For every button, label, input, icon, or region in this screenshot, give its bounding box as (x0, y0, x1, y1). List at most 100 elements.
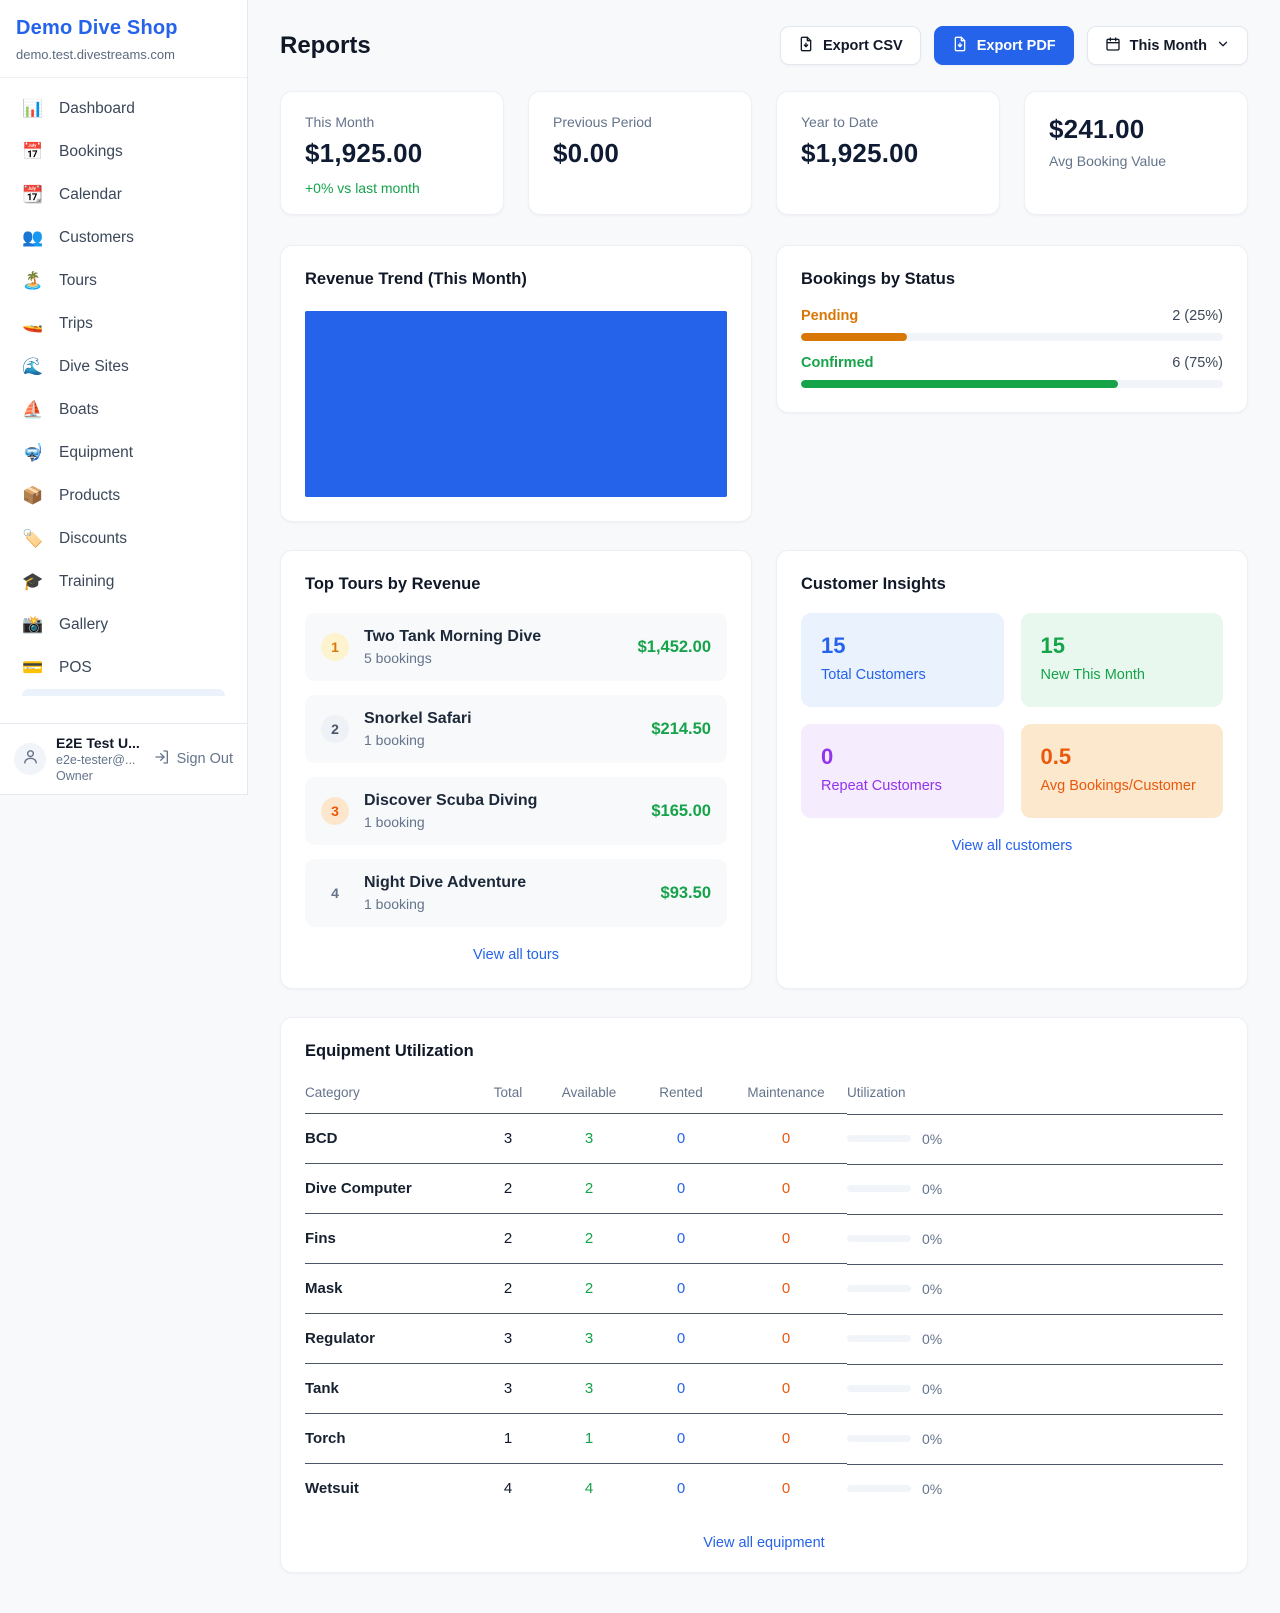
status-progress-track (801, 333, 1223, 341)
nav-item-label: Discounts (59, 529, 128, 547)
stat-label: Previous Period (553, 114, 652, 130)
sidebar-nav-item[interactable]: 📊 Dashboard (12, 87, 235, 130)
equipment-maintenance-cell: 0 (725, 1163, 847, 1213)
insight-value: 15 (1040, 633, 1065, 658)
equipment-available-cell: 1 (541, 1413, 637, 1463)
nav-item-label: Gallery (59, 615, 109, 633)
insight-value: 0.5 (1040, 744, 1072, 769)
nav-item-icon: 🌊 (22, 356, 44, 376)
sidebar-nav-item[interactable]: 🏷️ Discounts (12, 517, 235, 560)
nav-item-label: Training (59, 572, 115, 590)
sidebar-nav-item[interactable]: 💳 POS (12, 646, 235, 689)
export-csv-button[interactable]: Export CSV (779, 26, 921, 65)
utilization-progress-track (847, 1185, 911, 1192)
utilization-progress-track (847, 1485, 911, 1492)
equipment-utilization-card: Equipment Utilization Category Total Ava… (280, 1017, 1248, 1573)
sidebar: Demo Dive Shop demo.test.divestreams.com… (0, 0, 248, 795)
insight-label: New This Month (1040, 667, 1146, 683)
sidebar-nav-item[interactable]: 📸 Gallery (12, 603, 235, 646)
nav-item-icon: 📆 (22, 184, 44, 204)
bookings-by-status-card: Bookings by Status Pending 2 (25%) Confi… (776, 245, 1248, 413)
equipment-available-cell: 4 (541, 1463, 637, 1513)
file-export-icon (952, 36, 968, 56)
equipment-maintenance-cell: 0 (725, 1363, 847, 1413)
sidebar-nav-item[interactable]: 👥 Customers (12, 216, 235, 259)
insight-value: 0 (821, 744, 834, 769)
stat-value: $1,925.00 (801, 138, 919, 168)
nav-item-label: Bookings (59, 142, 123, 160)
view-all-customers-link[interactable]: View all customers (801, 837, 1223, 855)
user-role: Owner (56, 769, 93, 783)
tour-bookings-count: 1 booking (364, 814, 425, 830)
equipment-maintenance-cell: 0 (725, 1263, 847, 1313)
utilization-progress-track (847, 1385, 911, 1392)
utilization-percent: 0% (922, 1430, 943, 1447)
status-count: 6 (75%) (1172, 355, 1223, 371)
status-progress-track (801, 380, 1223, 388)
page-title: Reports (280, 31, 371, 59)
utilization-percent: 0% (922, 1480, 943, 1497)
nav-item-icon: 📦 (22, 485, 44, 505)
export-pdf-button[interactable]: Export PDF (933, 26, 1074, 65)
sidebar-nav-item[interactable]: 📅 Bookings (12, 130, 235, 173)
nav-item-label: Boats (59, 400, 99, 418)
stat-value: $241.00 (1049, 114, 1145, 144)
nav-item-icon: 🚤 (22, 313, 44, 333)
nav-item-icon: 🏷️ (22, 528, 44, 548)
tour-bookings-count: 5 bookings (364, 650, 432, 666)
nav-item-icon: 🎓 (22, 571, 44, 591)
nav-item-label: Equipment (59, 443, 134, 461)
nav-item-label: Products (59, 486, 121, 504)
utilization-progress-track (847, 1435, 911, 1442)
utilization-percent: 0% (922, 1230, 943, 1247)
utilization-percent: 0% (922, 1130, 943, 1147)
tour-row[interactable]: 3 Discover Scuba Diving 1 booking $165.0… (305, 777, 727, 845)
sidebar-nav-item[interactable]: 📦 Products (12, 474, 235, 517)
sidebar-nav-item[interactable]: 🏝️ Tours (12, 259, 235, 302)
sidebar-nav-item[interactable]: 🌊 Dive Sites (12, 345, 235, 388)
sidebar-nav-item[interactable]: 📆 Calendar (12, 173, 235, 216)
column-header-rented: Rented (659, 1085, 703, 1100)
stat-label: Avg Booking Value (1049, 153, 1167, 169)
equipment-table: Category Total Available Rented Maintena… (305, 1077, 1223, 1513)
view-all-tours-link[interactable]: View all tours (305, 946, 727, 964)
sidebar-nav-item[interactable]: 🚤 Trips (12, 302, 235, 345)
nav-item-icon: 🏝️ (22, 270, 44, 290)
equipment-total-cell: 2 (475, 1163, 541, 1213)
sidebar-nav-item[interactable]: ⛵ Boats (12, 388, 235, 431)
utilization-cell: 0% (847, 1181, 1223, 1197)
utilization-progress-track (847, 1235, 911, 1242)
stat-label: This Month (305, 114, 375, 130)
sidebar-item-reports-partial[interactable] (22, 689, 225, 696)
sidebar-nav-item[interactable]: 🎓 Training (12, 560, 235, 603)
insights-row: Top Tours by Revenue 1 Two Tank Morning … (280, 550, 1248, 989)
nav-item-icon: 🤿 (22, 442, 44, 462)
column-header-maintenance: Maintenance (747, 1085, 825, 1100)
sign-out-button[interactable]: Sign Out (154, 749, 233, 769)
equipment-total-cell: 3 (475, 1113, 541, 1163)
nav-item-icon: 📊 (22, 98, 44, 118)
tour-row[interactable]: 2 Snorkel Safari 1 booking $214.50 (305, 695, 727, 763)
tour-row[interactable]: 1 Two Tank Morning Dive 5 bookings $1,45… (305, 613, 727, 681)
nav-item-label: Trips (59, 314, 93, 332)
rank-badge: 4 (331, 885, 339, 901)
nav-item-icon: 📸 (22, 614, 44, 634)
equipment-rented-cell: 0 (637, 1213, 725, 1263)
equipment-rented-cell: 0 (637, 1163, 725, 1213)
period-dropdown[interactable]: This Month (1086, 26, 1248, 65)
equipment-category-cell: Dive Computer (305, 1163, 475, 1213)
user-avatar (14, 743, 46, 775)
sidebar-nav-item[interactable]: 🤿 Equipment (12, 431, 235, 474)
insight-tile: 15 Total Customers (801, 613, 1004, 707)
equipment-category-cell: Mask (305, 1263, 475, 1313)
top-tours-card: Top Tours by Revenue 1 Two Tank Morning … (280, 550, 752, 989)
equipment-rented-cell: 0 (637, 1463, 725, 1513)
insight-label: Avg Bookings/Customer (1040, 778, 1196, 794)
tour-row[interactable]: 4 Night Dive Adventure 1 booking $93.50 (305, 859, 727, 927)
equipment-total-cell: 2 (475, 1213, 541, 1263)
equipment-rented-cell: 0 (637, 1263, 725, 1313)
stat-card-previous-period: Previous Period $0.00 (528, 91, 752, 215)
equipment-available-cell: 2 (541, 1263, 637, 1313)
status-progress-fill (801, 333, 907, 341)
view-all-equipment-link[interactable]: View all equipment (305, 1534, 1223, 1552)
